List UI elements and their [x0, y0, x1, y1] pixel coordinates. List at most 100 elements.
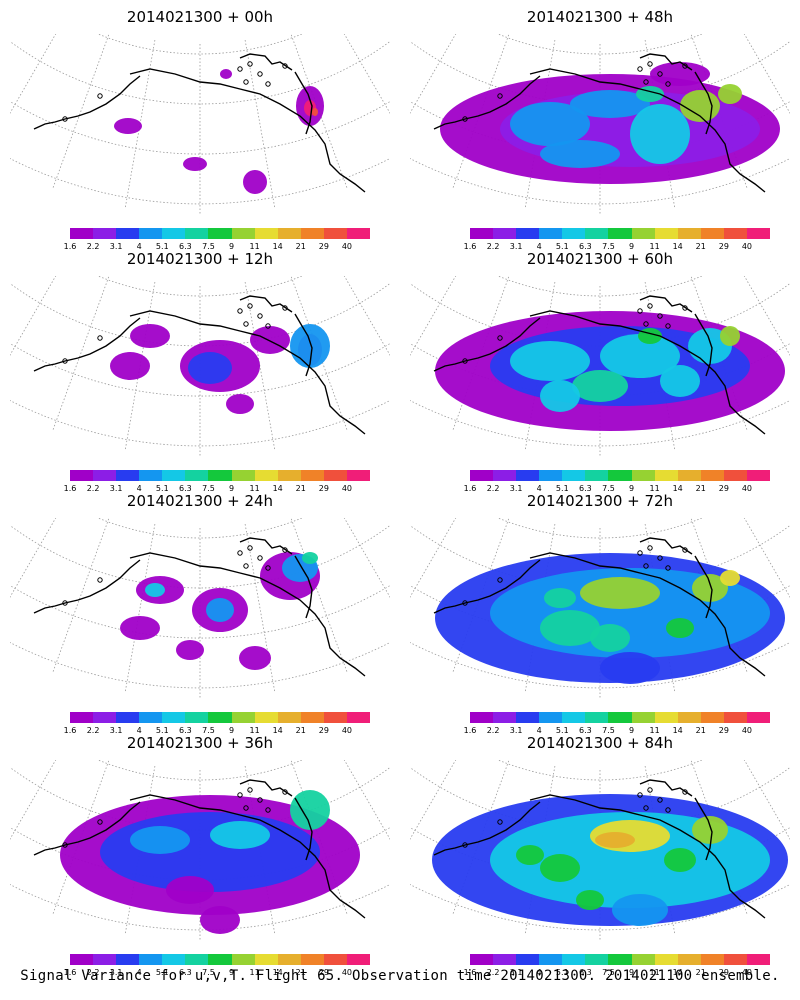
- variance-map: [10, 276, 390, 456]
- colorbar-swatch: [139, 228, 163, 239]
- colorbar-tick-label: 29: [718, 968, 729, 977]
- island: [257, 71, 263, 77]
- colorbar-tick-label: 6.3: [579, 726, 592, 735]
- coastline: [694, 71, 713, 135]
- variance-area: [572, 370, 628, 402]
- colorbar-tick-label: 6.3: [179, 968, 192, 977]
- coastline: [639, 779, 693, 797]
- colorbar-labels: 1.6 2.2 3.1 4 5.1 6.3 7.5 9 11 14 21 29 40: [64, 968, 370, 978]
- colorbar-tick-label: 9: [228, 968, 235, 977]
- colorbar-swatch: [277, 470, 301, 481]
- colorbar-swatch: [208, 712, 232, 723]
- colorbar-swatch: [116, 228, 140, 239]
- panel-title: 2014021300 + 48h: [526, 8, 674, 26]
- coastline: [239, 295, 293, 313]
- colorbar-swatch: [346, 228, 371, 239]
- colorbar-tick-label: 14: [672, 968, 683, 977]
- variance-area: [664, 848, 696, 872]
- colorbar-labels: 1.6 2.2 3.1 4 5.1 6.3 7.5 9 11 14 21 29 40: [464, 726, 770, 736]
- meridian-line: [743, 276, 790, 356]
- colorbar-swatch: [300, 228, 324, 239]
- colorbar-swatch: [116, 954, 140, 965]
- colorbar-tick-label: 3.1: [509, 242, 523, 251]
- colorbar-swatch: [631, 470, 655, 481]
- colorbar-tick-label: 3.1: [109, 484, 123, 493]
- colorbar-swatch: [585, 954, 609, 965]
- meridian-line: [410, 518, 433, 597]
- meridian-line: [10, 760, 57, 840]
- island: [665, 323, 671, 329]
- colorbar-swatch: [346, 954, 371, 965]
- latitude-line: [10, 282, 390, 347]
- colorbar-swatch: [323, 712, 347, 723]
- island: [657, 555, 663, 561]
- variance-area: [200, 906, 240, 934]
- latitude-line: [410, 524, 790, 589]
- colorbar-swatch: [70, 228, 94, 239]
- colorbar-swatch: [323, 470, 347, 481]
- latitude-line: [10, 40, 390, 105]
- colorbar-labels: 1.6 2.2 3.1 4 5.1 6.3 7.5 9 11 14 21 29 40: [64, 484, 370, 494]
- island: [643, 79, 649, 85]
- coastline: [433, 75, 541, 130]
- colorbar-tick-label: 29: [718, 242, 729, 251]
- island: [247, 303, 253, 309]
- colorbar-tick-label: 9: [228, 484, 235, 493]
- island: [497, 93, 503, 99]
- colorbar-swatch: [723, 954, 747, 965]
- colorbar-tick-label: 6.3: [179, 484, 192, 493]
- panel-title: 2014021300 + 60h: [526, 250, 674, 268]
- colorbar-tick-label: 29: [318, 242, 329, 251]
- colorbar-tick-label: 5.1: [155, 726, 169, 735]
- coastline: [294, 313, 313, 377]
- colorbar-swatch: [162, 954, 186, 965]
- island: [62, 116, 68, 122]
- island: [462, 116, 468, 122]
- colorbar-swatch: [493, 954, 517, 965]
- panel-title: 2014021300 + 00h: [126, 8, 274, 26]
- panel-title: 2014021300 + 24h: [126, 492, 274, 510]
- colorbar-tick-label: 1.6: [463, 484, 477, 493]
- colorbar-tick-label: 5.1: [555, 242, 569, 251]
- variance-area: [576, 890, 604, 910]
- colorbar-swatch: [70, 470, 94, 481]
- colorbar-tick-label: 40: [341, 968, 353, 977]
- coastline: [639, 295, 693, 313]
- variance-area: [692, 816, 728, 844]
- colorbar-tick-label: 21: [295, 242, 306, 251]
- colorbar-tick-label: 14: [272, 726, 283, 735]
- colorbar-tick-label: 9: [228, 726, 235, 735]
- colorbar-tick-label: 5.1: [555, 484, 569, 493]
- meridian-line: [367, 34, 390, 113]
- colorbar-tick-label: 9: [628, 484, 635, 493]
- colorbar-tick-label: 40: [341, 726, 353, 735]
- variance-area: [660, 365, 700, 397]
- coastline: [239, 53, 293, 71]
- colorbar-tick-label: 1.6: [463, 726, 477, 735]
- coastline: [529, 310, 766, 435]
- colorbar-swatch: [470, 712, 494, 723]
- colorbar-swatch: [231, 228, 255, 239]
- island: [657, 313, 663, 319]
- island: [643, 563, 649, 569]
- variance-area: [692, 574, 728, 602]
- colorbar-swatch: [539, 470, 563, 481]
- colorbar-swatch: [208, 954, 232, 965]
- colorbar-swatch: [631, 954, 655, 965]
- colorbar-tick-label: 3.1: [109, 726, 123, 735]
- map-panel-72h: 2014021300 + 72h 1.6 2.2 3.1 4 5.1 6.3 7.5 9 11 1…: [410, 490, 790, 735]
- island: [282, 547, 288, 553]
- colorbar-tick-label: 2.2: [486, 242, 500, 251]
- variance-area: [630, 104, 690, 164]
- meridian-line: [767, 518, 790, 597]
- island: [682, 305, 688, 311]
- variance-area: [680, 90, 720, 122]
- variance-area: [720, 570, 740, 586]
- panel-title: 2014021300 + 84h: [526, 734, 674, 752]
- colorbar-tick-label: 4: [136, 242, 142, 251]
- meridian-line: [343, 34, 390, 114]
- coastline: [294, 71, 313, 135]
- colorbar-labels: 1.6 2.2 3.1 4 5.1 6.3 7.5 9 11 14 21 29 40: [464, 968, 770, 978]
- colorbar-tick-label: 4: [536, 726, 542, 735]
- meridian-line: [767, 276, 790, 355]
